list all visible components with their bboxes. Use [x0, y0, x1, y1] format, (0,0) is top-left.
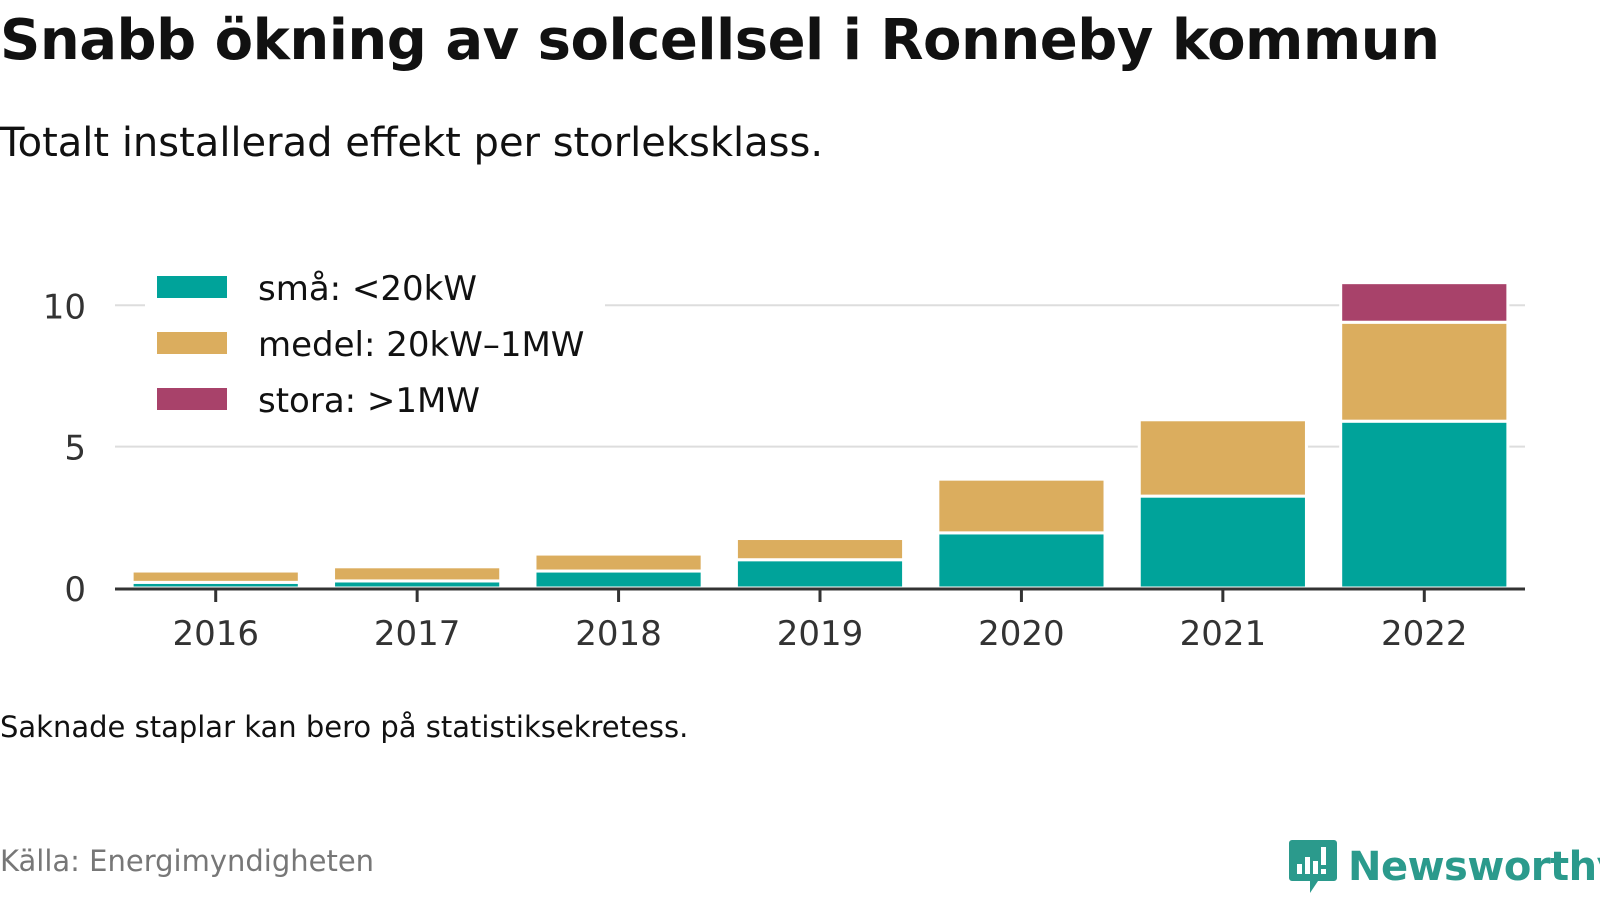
x-tick-label: 2018	[575, 614, 662, 654]
newsworthy-logo-icon	[1289, 840, 1337, 893]
chart-title: Snabb ökning av solcellsel i Ronneby kom…	[0, 8, 1440, 73]
x-tick-label: 2019	[777, 614, 864, 654]
bar-segment	[734, 537, 906, 562]
chart-subtitle: Totalt installerad effekt per storlekskl…	[0, 120, 824, 166]
legend-label: stora: >1MW	[258, 381, 480, 421]
bar-segment	[1339, 281, 1510, 324]
source-label: Källa: Energimyndigheten	[0, 844, 375, 878]
bar-segment	[1137, 418, 1308, 498]
y-tick-label: 0	[64, 570, 86, 610]
x-tick-label: 2017	[374, 614, 461, 654]
bar-segment	[936, 531, 1107, 590]
bar-segment	[734, 558, 906, 590]
x-tick-label: 2021	[1180, 614, 1267, 654]
bar-segment	[130, 569, 301, 584]
legend-swatch	[157, 388, 227, 410]
bar-segment	[1339, 320, 1510, 423]
legend-label: små: <20kW	[258, 269, 477, 309]
x-tick-label: 2020	[978, 614, 1065, 654]
y-tick-label: 10	[43, 287, 86, 327]
legend-label: medel: 20kW–1MW	[258, 325, 584, 365]
newsworthy-brand[interactable]: Newsworthy	[1288, 838, 1600, 896]
bar-segment	[936, 477, 1107, 535]
y-tick-label: 5	[64, 429, 86, 469]
chart-note: Saknade staplar kan bero på statistiksek…	[0, 710, 689, 744]
x-tick-label: 2022	[1381, 614, 1468, 654]
bar-segment	[533, 569, 704, 590]
legend-swatch	[157, 332, 227, 354]
x-tick-label: 2016	[172, 614, 259, 654]
bar-segment	[533, 552, 704, 573]
brand-name: Newsworthy	[1348, 844, 1600, 890]
legend-swatch	[157, 276, 227, 298]
bar-segment	[332, 565, 503, 583]
bar-segment	[1339, 419, 1510, 590]
bar-segment	[1137, 494, 1308, 590]
